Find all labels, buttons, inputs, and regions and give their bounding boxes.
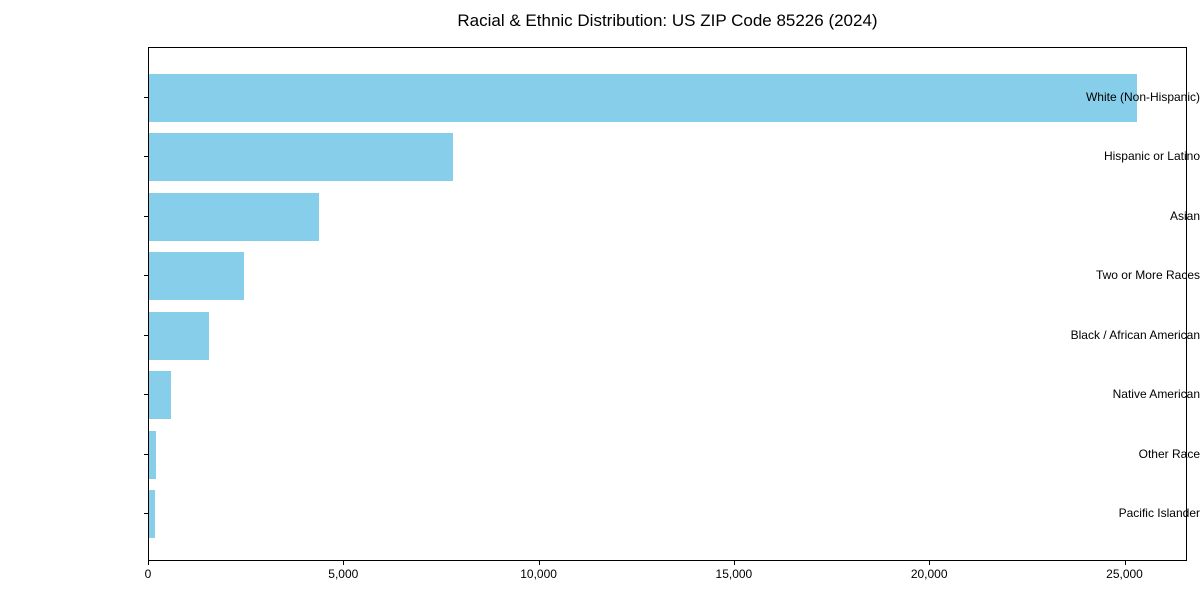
- bar-two-or-more-races: [149, 252, 244, 301]
- y-tick-mark: [144, 394, 148, 396]
- y-tick-mark: [144, 156, 148, 158]
- y-tick-label-asian: Asian: [1169, 208, 1200, 223]
- bar-native-american: [149, 371, 171, 420]
- x-tick-mark: [733, 561, 735, 565]
- x-tick-label: 10,000: [520, 567, 557, 581]
- y-tick-mark: [144, 453, 148, 455]
- x-tick-mark: [538, 561, 540, 565]
- plot-area: [148, 47, 1187, 561]
- x-tick-mark: [1124, 561, 1126, 565]
- bar-asian: [149, 192, 319, 241]
- bar-hispanic-or-latino: [149, 133, 453, 182]
- chart-title: Racial & Ethnic Distribution: US ZIP Cod…: [457, 11, 878, 30]
- x-tick-label: 5,000: [328, 567, 359, 581]
- y-tick-mark: [144, 215, 148, 217]
- y-tick-label-black-african-american: Black / African American: [1070, 327, 1200, 342]
- y-tick-mark: [144, 97, 148, 98]
- y-tick-label-pacific-islander: Pacific Islander: [1118, 506, 1200, 520]
- y-tick-mark: [144, 334, 148, 336]
- y-tick-label-other-race: Other Race: [1138, 446, 1200, 461]
- bar-white-non-hispanic: [149, 74, 1138, 122]
- y-tick-label-native-american: Native American: [1112, 387, 1200, 402]
- bar-pacific-islander: [149, 490, 155, 538]
- y-tick-label-two-or-more-races: Two or More Races: [1095, 268, 1200, 283]
- x-tick-mark: [929, 561, 931, 565]
- bar-black-african-american: [149, 311, 210, 360]
- x-tick-label: 20,000: [910, 567, 948, 581]
- bar-other-race: [149, 430, 157, 479]
- y-tick-mark: [144, 275, 148, 277]
- y-tick-label-white-non-hispanic: White (Non-Hispanic): [1085, 90, 1200, 104]
- y-tick-mark: [144, 513, 148, 514]
- x-tick-label: 15,000: [715, 567, 753, 581]
- x-tick-label: 0: [144, 567, 152, 581]
- y-tick-label-hispanic-or-latino: Hispanic or Latino: [1103, 149, 1200, 164]
- x-tick-mark: [343, 561, 345, 565]
- x-tick-label: 25,000: [1106, 567, 1143, 581]
- x-tick-mark: [148, 561, 149, 565]
